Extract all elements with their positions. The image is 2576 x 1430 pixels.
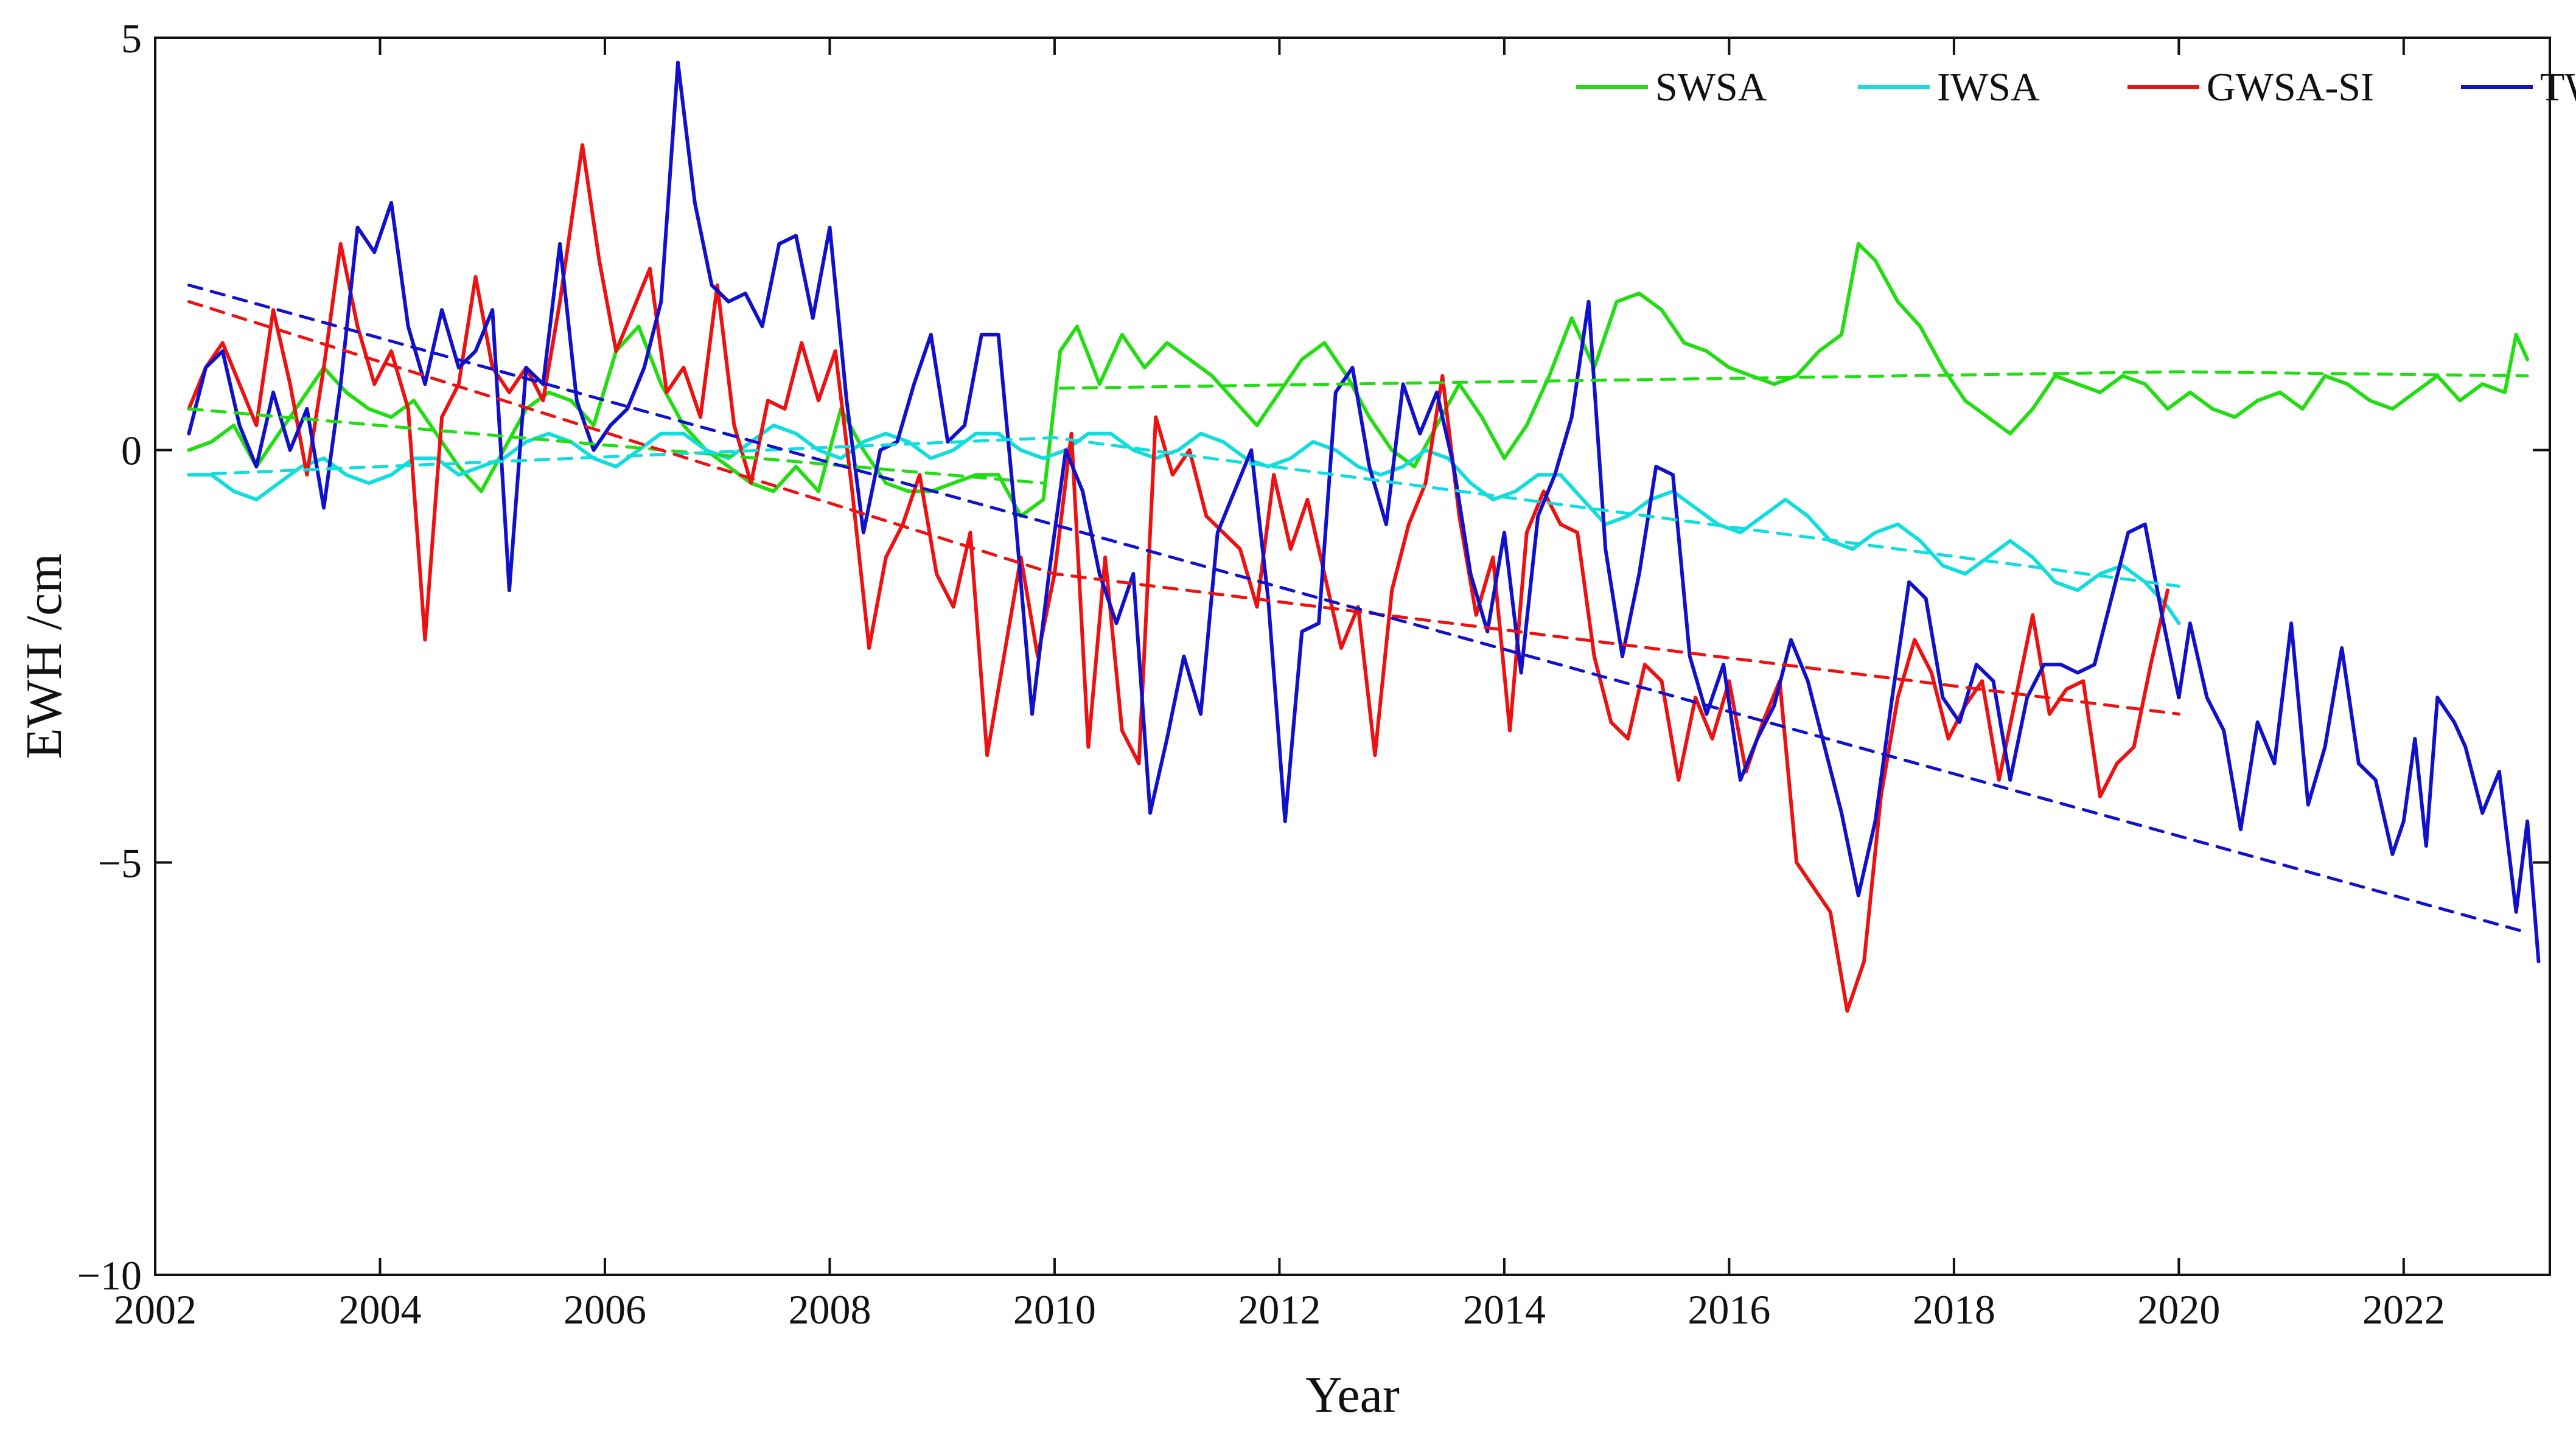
y-tick-label: 0: [121, 428, 142, 474]
x-tick-label: 2008: [788, 1286, 871, 1333]
series-line-twsa: [187, 60, 2541, 963]
y-tick-label: 5: [121, 15, 142, 61]
ticks-layer: 2002 2004 2006 2008 2010 2012 2014 2016 2018 2020…: [77, 15, 2550, 1333]
x-tick-label: 2012: [1238, 1286, 1321, 1333]
legend: SWSA IWSA GWSA-SI TWSA: [1576, 65, 2576, 110]
x-tick-label: 2016: [1688, 1286, 1770, 1333]
series-line-gwsa-si-trend: [187, 300, 2180, 716]
x-tick-label: 2004: [338, 1286, 421, 1333]
x-tick-label: 2022: [2362, 1286, 2445, 1333]
series-line-iwsa: [187, 424, 2181, 626]
x-tick-label: 2006: [564, 1286, 646, 1333]
x-tick-label: 2018: [1913, 1286, 1995, 1333]
y-axis-title-group: EWH /cm: [16, 553, 72, 759]
series-line-gwsa-si: [187, 143, 2169, 1013]
legend-label-twsa: TWSA: [2540, 65, 2576, 110]
legend-label-swsa: SWSA: [1655, 65, 1767, 110]
y-tick-label: −10: [77, 1252, 142, 1299]
x-tick-label: 2014: [1463, 1286, 1546, 1333]
x-axis-title: Year: [1305, 1367, 1400, 1423]
y-tick-label: −5: [98, 840, 142, 886]
series-line-iwsa-trend: [187, 436, 2180, 588]
series-line-swsa-trend-2002-2009: [187, 407, 1045, 485]
y-axis-title: EWH /cm: [16, 553, 72, 759]
x-tick-label: 2002: [114, 1286, 197, 1333]
series-line-swsa-trend-2010-2023: [1058, 370, 2529, 390]
legend-label-gwsa-si: GWSA-SI: [2207, 65, 2374, 110]
series-line-swsa: [187, 242, 2530, 518]
series-line-twsa-trend: [187, 284, 2529, 934]
legend-label-iwsa: IWSA: [1937, 65, 2040, 110]
plot-frame: [154, 37, 2551, 1276]
x-tick-label: 2020: [2137, 1286, 2220, 1333]
series-layer: [187, 60, 2541, 1013]
x-tick-label: 2010: [1013, 1286, 1096, 1333]
